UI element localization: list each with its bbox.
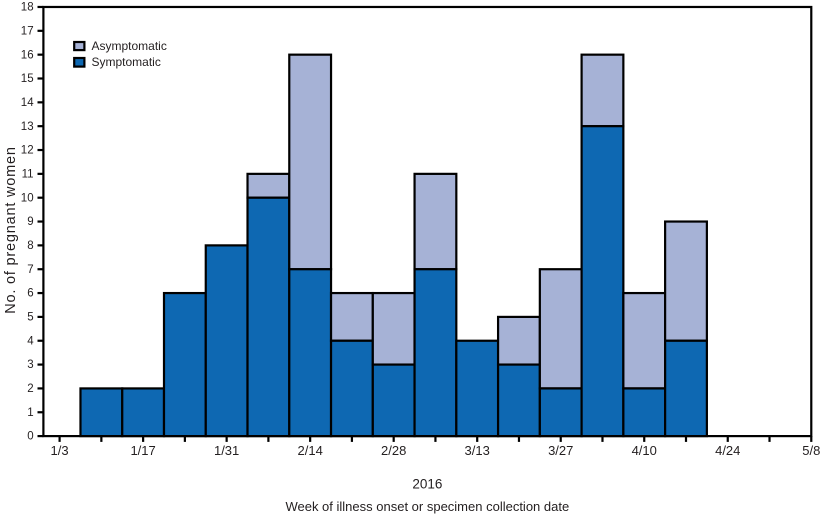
svg-text:0: 0	[27, 431, 33, 443]
svg-text:14: 14	[21, 97, 34, 109]
svg-text:1/31: 1/31	[214, 443, 239, 458]
svg-text:6: 6	[27, 288, 33, 300]
svg-text:3: 3	[27, 359, 33, 371]
svg-text:17: 17	[21, 25, 34, 37]
svg-text:5: 5	[27, 312, 33, 324]
svg-text:9: 9	[27, 216, 33, 228]
svg-text:4: 4	[27, 335, 34, 347]
svg-text:16: 16	[21, 49, 34, 61]
svg-text:1/3: 1/3	[51, 443, 69, 458]
svg-text:2016: 2016	[412, 477, 442, 492]
svg-text:2: 2	[27, 383, 33, 395]
svg-text:4/10: 4/10	[632, 443, 657, 458]
svg-text:10: 10	[21, 192, 34, 204]
svg-text:7: 7	[27, 264, 33, 276]
svg-text:3/27: 3/27	[548, 443, 573, 458]
svg-text:2/28: 2/28	[381, 443, 406, 458]
svg-text:1: 1	[27, 407, 33, 419]
svg-text:4/24: 4/24	[715, 443, 740, 458]
svg-text:12: 12	[21, 145, 34, 157]
svg-text:Week of illness onset or speci: Week of illness onset or specimen collec…	[285, 499, 569, 514]
svg-text:5/8: 5/8	[802, 443, 820, 458]
svg-text:18: 18	[21, 2, 34, 14]
svg-text:Asymptomatic: Asymptomatic	[92, 39, 167, 53]
svg-text:8: 8	[27, 240, 33, 252]
svg-text:2/14: 2/14	[298, 443, 323, 458]
svg-text:No. of pregnant women: No. of pregnant women	[3, 146, 19, 314]
svg-text:Symptomatic: Symptomatic	[92, 55, 161, 69]
svg-text:11: 11	[22, 168, 34, 180]
svg-text:15: 15	[21, 73, 34, 85]
svg-text:3/13: 3/13	[465, 443, 490, 458]
svg-text:1/17: 1/17	[130, 443, 155, 458]
svg-text:13: 13	[21, 121, 34, 133]
